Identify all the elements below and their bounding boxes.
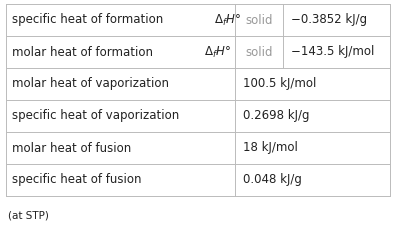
Text: molar heat of fusion: molar heat of fusion (12, 142, 131, 155)
Text: specific heat of fusion: specific heat of fusion (12, 173, 141, 186)
Text: (at STP): (at STP) (8, 210, 49, 220)
Text: specific heat of formation: specific heat of formation (12, 13, 167, 27)
Text: specific heat of vaporization: specific heat of vaporization (12, 109, 179, 122)
Text: −143.5 kJ/mol: −143.5 kJ/mol (291, 46, 374, 58)
Text: solid: solid (245, 13, 273, 27)
Text: molar heat of formation: molar heat of formation (12, 46, 157, 58)
Text: $\Delta_{f}H°$: $\Delta_{f}H°$ (204, 44, 230, 60)
Text: molar heat of vaporization: molar heat of vaporization (12, 77, 169, 91)
Text: $\Delta_{f}H°$: $\Delta_{f}H°$ (214, 12, 241, 27)
Text: 18 kJ/mol: 18 kJ/mol (243, 142, 298, 155)
Text: solid: solid (245, 46, 273, 58)
Text: 100.5 kJ/mol: 100.5 kJ/mol (243, 77, 316, 91)
Text: 0.048 kJ/g: 0.048 kJ/g (243, 173, 302, 186)
Text: 0.2698 kJ/g: 0.2698 kJ/g (243, 109, 310, 122)
Text: −0.3852 kJ/g: −0.3852 kJ/g (291, 13, 367, 27)
